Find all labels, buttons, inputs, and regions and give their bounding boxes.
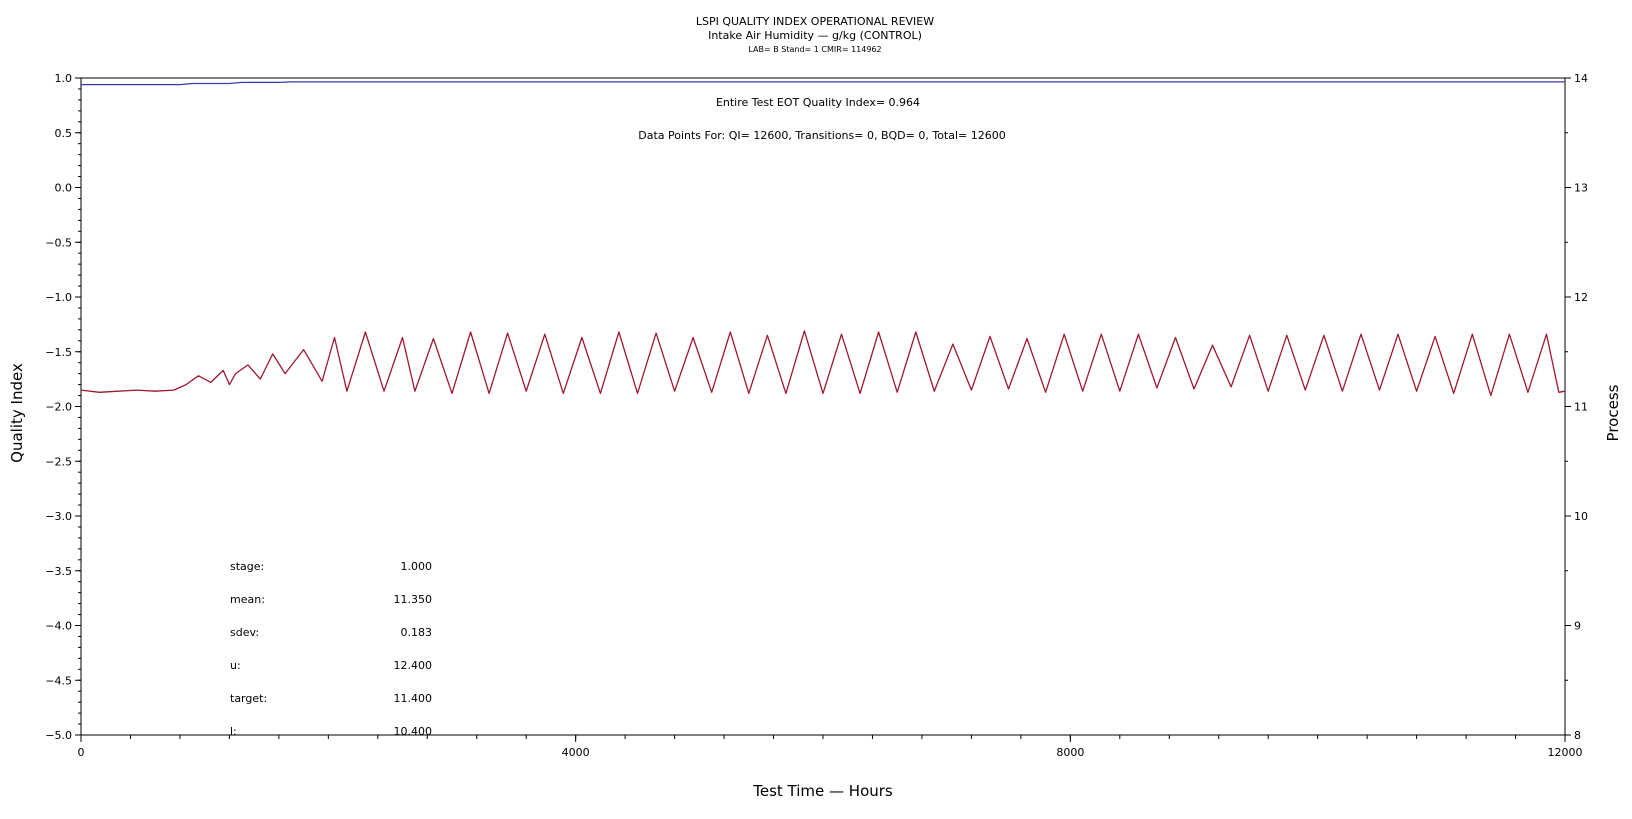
y-tick-label: 0.5 bbox=[55, 127, 73, 140]
stat-value: 1.000 bbox=[401, 560, 433, 573]
stat-value: 11.400 bbox=[394, 692, 433, 705]
y2-tick-label: 8 bbox=[1574, 729, 1581, 742]
quality-index-line bbox=[81, 81, 1565, 86]
y-tick-label: −1.5 bbox=[45, 346, 72, 359]
data-points-annotation: Data Points For: QI= 12600, Transitions=… bbox=[638, 129, 1006, 142]
stat-label: sdev: bbox=[230, 626, 259, 639]
y2-tick-label: 13 bbox=[1574, 182, 1588, 195]
stats-table: stage: 1.000 mean: 11.350 sdev: 0.183 u: 12.400… bbox=[230, 560, 432, 738]
chart-subtitle: Intake Air Humidity — g/kg (CONTROL) bbox=[708, 29, 922, 42]
y2-tick-label: 11 bbox=[1574, 401, 1588, 414]
y-tick-label: 0.0 bbox=[55, 182, 73, 195]
x-tick-label: 4000 bbox=[562, 746, 590, 759]
y-tick-label: −4.5 bbox=[45, 674, 72, 687]
y2-tick-label: 12 bbox=[1574, 291, 1588, 304]
stat-value: 10.400 bbox=[394, 725, 433, 738]
x-axis: 0 4000 8000 12000 bbox=[78, 735, 1583, 759]
series-layer bbox=[80, 81, 1566, 397]
stat-label: l: bbox=[230, 725, 237, 738]
stat-label: mean: bbox=[230, 593, 265, 606]
stat-value: 12.400 bbox=[394, 659, 433, 672]
y2-tick-label: 14 bbox=[1574, 72, 1588, 85]
y-tick-label: −2.5 bbox=[45, 455, 72, 468]
x-tick-label: 0 bbox=[78, 746, 85, 759]
y2-axis-label: Process bbox=[1604, 384, 1622, 441]
y-tick-label: −3.5 bbox=[45, 565, 72, 578]
y2-tick-label: 10 bbox=[1574, 510, 1588, 523]
x-axis-label: Test Time — Hours bbox=[752, 782, 893, 800]
y-left-axis: 1.0 0.5 0.0 −0.5 −1.0 −1.5 −2.0 −2.5 −3.0 −3.5 −4.… bbox=[45, 72, 81, 742]
y-tick-label: 1.0 bbox=[55, 72, 73, 85]
y-tick-label: −4.0 bbox=[45, 620, 72, 633]
stat-label: stage: bbox=[230, 560, 264, 573]
process-line bbox=[80, 330, 1566, 397]
stat-label: u: bbox=[230, 659, 241, 672]
y-right-axis: 14 13 12 11 10 9 8 bbox=[1565, 72, 1588, 742]
y-tick-label: −0.5 bbox=[45, 236, 72, 249]
stat-value: 0.183 bbox=[401, 626, 433, 639]
y2-tick-label: 9 bbox=[1574, 620, 1581, 633]
y-axis-label: Quality Index bbox=[8, 363, 26, 463]
stat-value: 11.350 bbox=[394, 593, 433, 606]
y-tick-label: −5.0 bbox=[45, 729, 72, 742]
x-tick-label: 12000 bbox=[1548, 746, 1583, 759]
y-tick-label: −3.0 bbox=[45, 510, 72, 523]
stat-label: target: bbox=[230, 692, 267, 705]
plot-frame bbox=[80, 77, 1566, 736]
chart-subtitle-2: LAB= B Stand= 1 CMIR= 114962 bbox=[748, 45, 881, 54]
eot-annotation: Entire Test EOT Quality Index= 0.964 bbox=[716, 96, 920, 109]
y-tick-label: −2.0 bbox=[45, 401, 72, 414]
y-tick-label: −1.0 bbox=[45, 291, 72, 304]
chart-title: LSPI QUALITY INDEX OPERATIONAL REVIEW bbox=[696, 15, 934, 28]
x-tick-label: 8000 bbox=[1056, 746, 1084, 759]
